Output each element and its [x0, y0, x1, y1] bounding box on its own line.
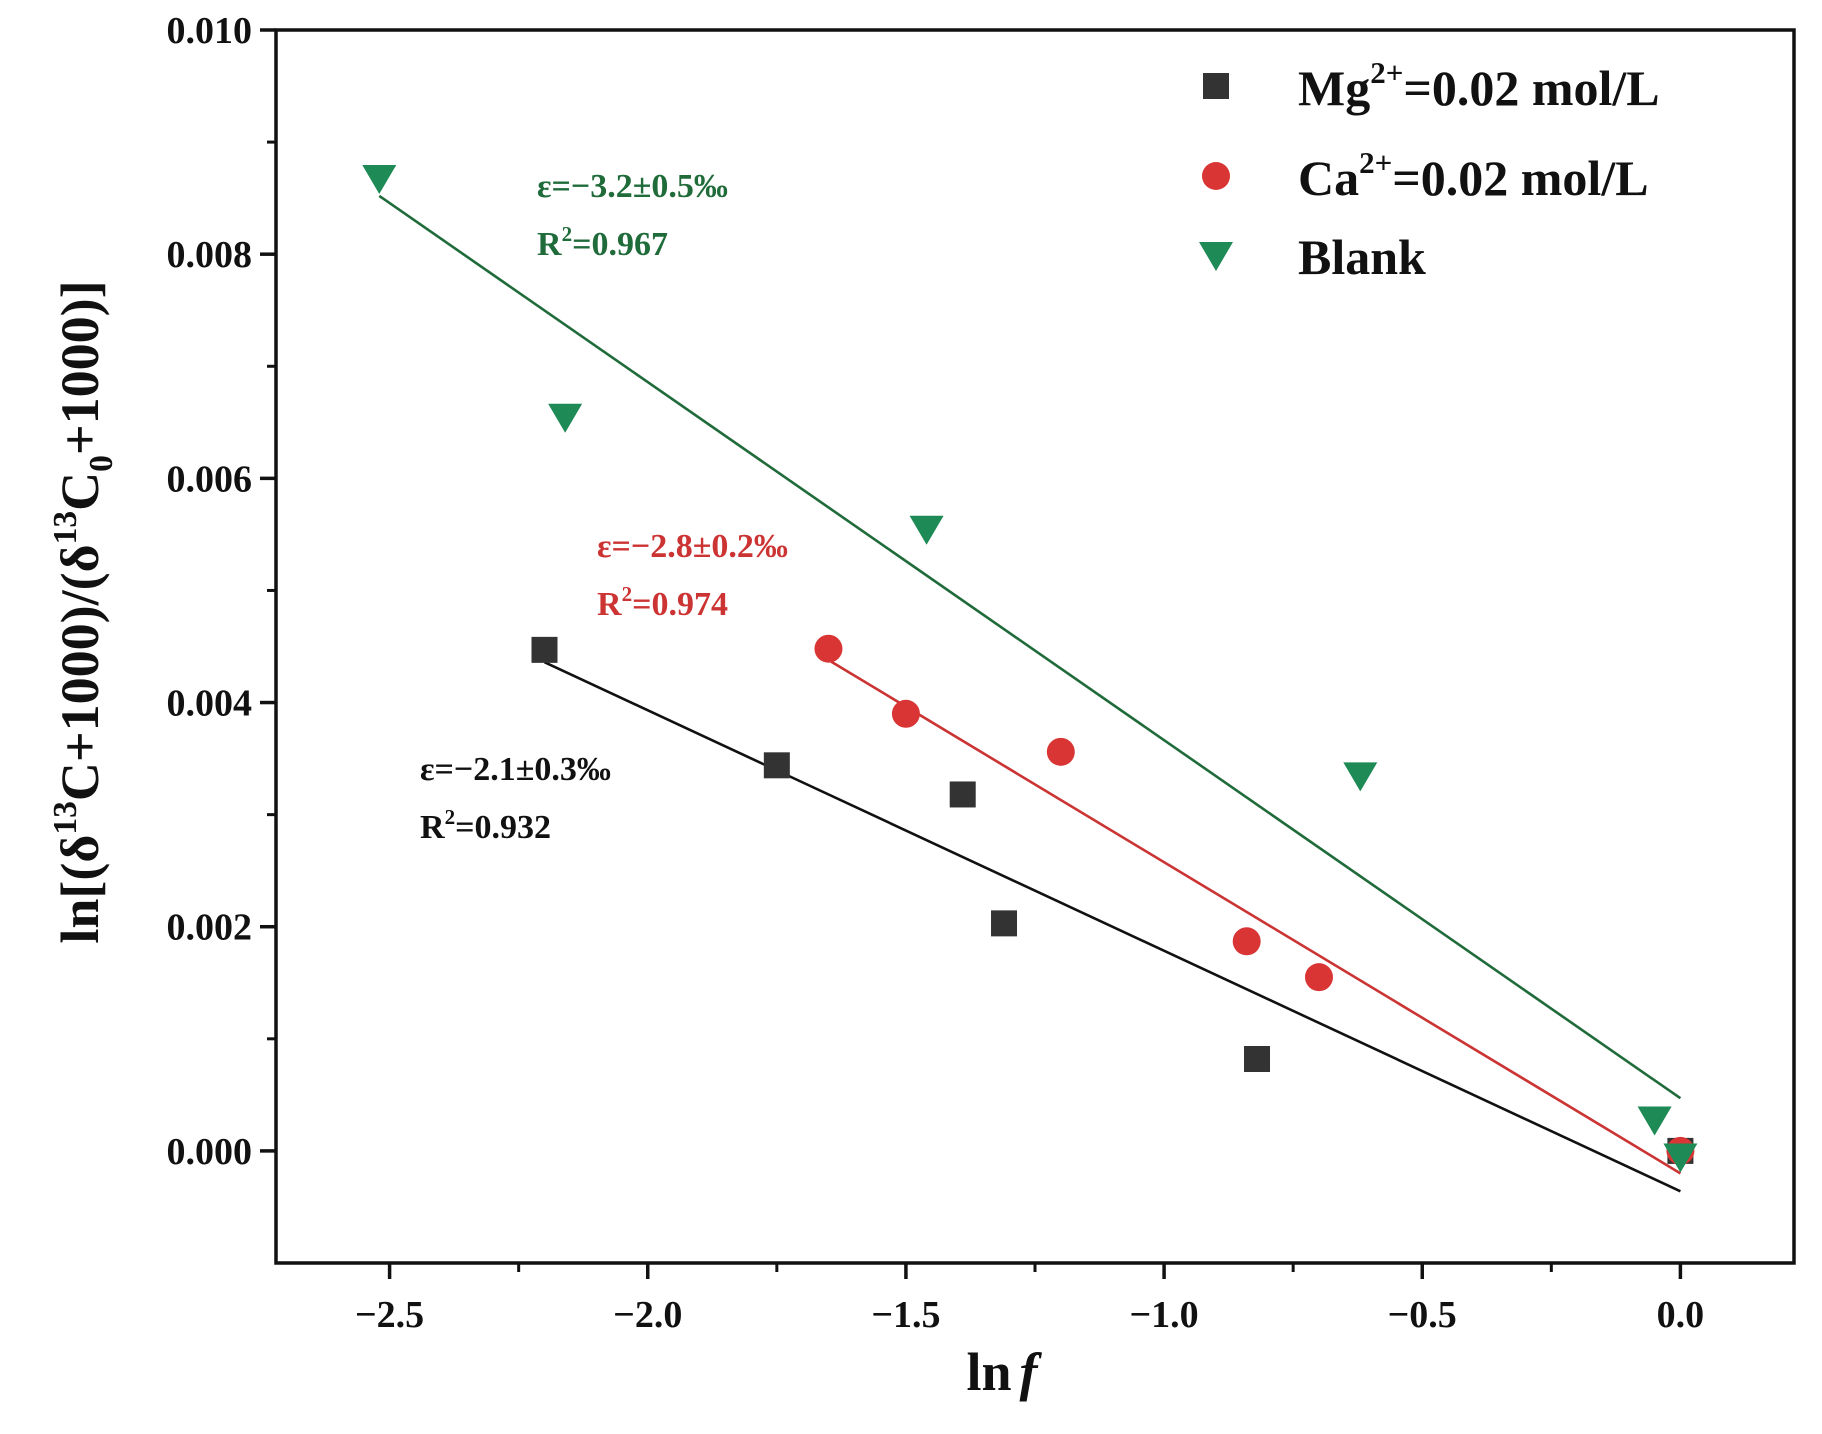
- x-tick-label: 0.0: [1657, 1294, 1705, 1336]
- legend-marker-ca: [1202, 162, 1230, 190]
- data-points: [362, 164, 1698, 1173]
- point-mg: [991, 910, 1018, 937]
- y-tick-label: 0.002: [167, 907, 253, 949]
- x-tick-label: −2.0: [613, 1294, 682, 1336]
- y-tick-label: 0.004: [167, 683, 253, 725]
- x-axis-title: ln f: [966, 1342, 1042, 1402]
- point-ca: [1046, 737, 1075, 766]
- y-tick-label: 0.000: [167, 1131, 253, 1173]
- point-blank: [548, 403, 583, 433]
- point-ca: [1232, 927, 1261, 956]
- x-tick-label: −0.5: [1388, 1294, 1457, 1336]
- legend-label-ca: Ca2+=0.02 mol/L: [1298, 145, 1649, 206]
- point-mg: [531, 636, 558, 663]
- legend-label-blank: Blank: [1298, 229, 1426, 285]
- y-tick-label: 0.008: [167, 234, 253, 276]
- point-blank: [1637, 1106, 1672, 1136]
- point-mg: [949, 781, 976, 808]
- point-ca: [814, 634, 843, 663]
- y-tick-label: 0.006: [167, 458, 253, 500]
- annotation-r2-ca: R2=0.974: [597, 582, 728, 623]
- x-tick-label: −2.5: [355, 1294, 424, 1336]
- plot-frame: [274, 28, 1796, 1265]
- x-tick-label: −1.5: [871, 1294, 940, 1336]
- y-axis-title: ln[(δ13C+1000)/(δ13C0+1000)]: [47, 280, 120, 943]
- x-tick-label: −1.0: [1130, 1294, 1199, 1336]
- point-blank: [1663, 1143, 1698, 1173]
- legend-marker-blank: [1199, 242, 1233, 271]
- point-blank: [1343, 762, 1378, 792]
- point-blank: [362, 164, 397, 194]
- point-blank: [909, 515, 944, 545]
- axis-ticks: −2.5 −2.0 −1.5 −1.0 −0.5 0.0 0.000 0.002 0.004 0.…: [167, 10, 1705, 1336]
- legend: Mg2+=0.02 mol/L Ca2+=0.02 mol/L Blank: [1199, 55, 1660, 285]
- legend-label-mg: Mg2+=0.02 mol/L: [1298, 55, 1660, 116]
- point-mg: [763, 752, 790, 779]
- fit-line-ca: [827, 658, 1682, 1175]
- legend-marker-mg: [1203, 73, 1229, 99]
- fit-line-mg: [543, 661, 1681, 1193]
- point-ca: [1304, 963, 1333, 992]
- annotation-r2-blank: R2=0.967: [537, 222, 668, 263]
- annotation-r2-mg: R2=0.932: [420, 805, 551, 846]
- point-ca: [891, 699, 920, 728]
- point-mg: [1244, 1045, 1271, 1072]
- annotation-epsilon-blank: ε=−3.2±0.5‰: [537, 168, 728, 205]
- annotations: ε=−2.1±0.3‰ R2=0.932 ε=−2.8±0.2‰ R2=0.974 ε=…: [420, 168, 788, 846]
- fit-line-blank: [378, 194, 1682, 1100]
- annotation-epsilon-mg: ε=−2.1±0.3‰: [420, 751, 611, 788]
- fit-lines: [378, 194, 1682, 1193]
- annotation-epsilon-ca: ε=−2.8±0.2‰: [597, 528, 788, 565]
- y-tick-label: 0.010: [167, 10, 253, 52]
